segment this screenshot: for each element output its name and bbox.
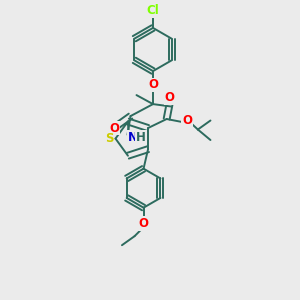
Text: S: S [105, 132, 113, 145]
Text: N: N [128, 130, 138, 144]
Text: O: O [165, 91, 175, 104]
Text: O: O [109, 122, 119, 135]
Text: O: O [182, 114, 192, 127]
Text: Cl: Cl [147, 4, 159, 17]
Text: H: H [136, 130, 146, 144]
Text: O: O [139, 217, 148, 230]
Text: O: O [148, 78, 158, 91]
